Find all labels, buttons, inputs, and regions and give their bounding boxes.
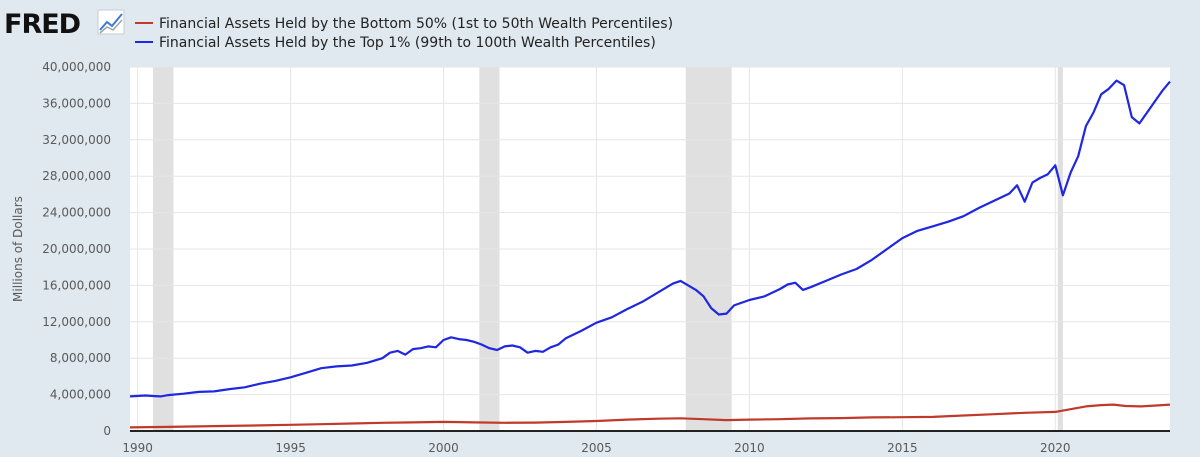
y-tick-label: 16,000,000 xyxy=(42,278,111,292)
data-series xyxy=(129,79,1171,429)
series-line-bottom-50 xyxy=(129,403,1171,429)
gridlines xyxy=(130,66,1170,431)
y-tick-label: 20,000,000 xyxy=(42,242,111,256)
series-line-top-1 xyxy=(129,79,1171,398)
y-axis-ticks: 0 4,000,000 8,000,000 12,000,000 16,000,000 2… xyxy=(42,60,111,438)
legend-item-bottom-50[interactable]: Financial Assets Held by the Bottom 50% … xyxy=(135,16,673,32)
x-tick-label: 2015 xyxy=(887,441,918,455)
x-axis-ticks: 1990 1995 2000 2005 2010 2015 2020 xyxy=(122,441,1070,455)
legend: Financial Assets Held by the Bottom 50% … xyxy=(135,16,673,51)
legend-label-bottom-50: Financial Assets Held by the Bottom 50% … xyxy=(159,16,673,32)
x-tick-label: 1990 xyxy=(122,441,153,455)
y-tick-label: 4,000,000 xyxy=(50,388,111,402)
x-tick-label: 1995 xyxy=(275,441,306,455)
y-tick-label: 32,000,000 xyxy=(42,133,111,147)
y-tick-label: 36,000,000 xyxy=(42,96,111,110)
y-tick-label: 28,000,000 xyxy=(42,169,111,183)
y-tick-label: 0 xyxy=(103,424,111,438)
y-tick-label: 40,000,000 xyxy=(42,60,111,74)
fred-logo-text: FRED xyxy=(4,9,80,40)
x-tick-label: 2020 xyxy=(1040,441,1071,455)
legend-label-top-1: Financial Assets Held by the Top 1% (99t… xyxy=(159,35,656,51)
legend-item-top-1[interactable]: Financial Assets Held by the Top 1% (99t… xyxy=(135,35,656,51)
fred-logo-chart-icon xyxy=(97,9,125,35)
y-tick-label: 12,000,000 xyxy=(42,315,111,329)
y-tick-label: 8,000,000 xyxy=(50,351,111,365)
y-tick-label: 24,000,000 xyxy=(42,206,111,220)
fred-logo[interactable]: FRED xyxy=(4,9,125,40)
x-tick-label: 2005 xyxy=(581,441,612,455)
x-tick-label: 2000 xyxy=(428,441,459,455)
x-tick-label: 2010 xyxy=(734,441,765,455)
y-axis-label: Millions of Dollars xyxy=(11,196,25,302)
